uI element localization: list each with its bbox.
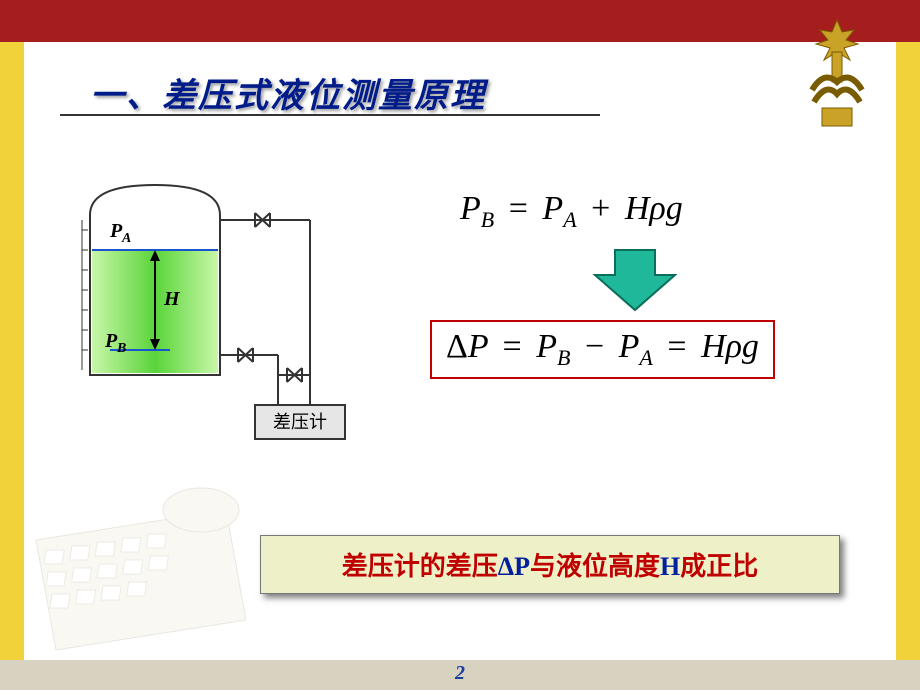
eq2-eq1: =	[497, 328, 528, 365]
svg-text:B: B	[116, 341, 126, 356]
eq1-plus: +	[585, 190, 616, 227]
concl-t2: ΔP	[498, 552, 530, 581]
concl-t4: H	[660, 552, 680, 581]
eq1-eq: =	[503, 190, 534, 227]
arrow-down-icon	[590, 245, 680, 315]
eq2-eq2: =	[661, 328, 692, 365]
svg-text:H: H	[163, 288, 181, 310]
eq2-pa: P	[619, 328, 640, 365]
eq2-minus: −	[579, 328, 610, 365]
eq1-pa: P	[542, 190, 563, 227]
eq2-hrhog: Hρg	[701, 328, 759, 365]
tank-diagram: P A H P B 差压计	[60, 175, 370, 455]
eq2-delta: Δ	[446, 328, 468, 365]
right-stripe	[896, 42, 920, 660]
concl-t3: 与液位高度	[530, 552, 660, 581]
left-stripe	[0, 42, 24, 660]
title-underline	[60, 114, 600, 116]
gauge-label: 差压计	[273, 412, 327, 432]
eq1-pa-sub: A	[563, 207, 576, 232]
equation-1: PB = PA + Hρg	[460, 190, 683, 233]
page-title: 一、差压式液位测量原理	[90, 68, 486, 117]
page-number: 2	[0, 662, 920, 685]
eq2-pb: P	[536, 328, 557, 365]
svg-text:A: A	[121, 231, 131, 246]
concl-t1: 差压计的差压	[342, 552, 498, 581]
eq2-pa-sub: A	[639, 345, 652, 370]
equation-2-box: ΔP = PB − PA = Hρg	[430, 320, 775, 379]
top-bar	[0, 0, 920, 42]
keyboard-deco-icon	[26, 480, 246, 650]
eq1-pb-sub: B	[481, 207, 494, 232]
concl-t5: 成正比	[680, 552, 758, 581]
eq1-hrhog: Hρg	[625, 190, 683, 227]
eq1-pb: P	[460, 190, 481, 227]
svg-text:P: P	[104, 330, 118, 352]
logo-icon	[792, 20, 882, 130]
svg-text:P: P	[109, 220, 123, 242]
conclusion-box: 差压计的差压ΔP与液位高度H成正比	[260, 535, 840, 594]
eq2-p: P	[468, 328, 488, 365]
eq2-pb-sub: B	[557, 345, 570, 370]
